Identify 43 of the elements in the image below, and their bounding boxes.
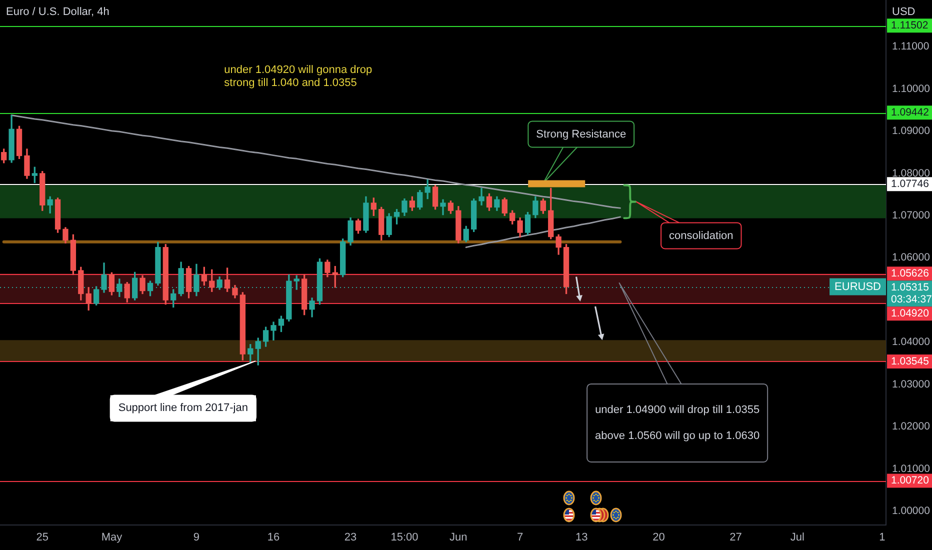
annotation: consolidation: [669, 230, 734, 242]
x-tick-label: 16: [267, 532, 280, 544]
annotation: Strong Resistance: [536, 128, 626, 140]
x-tick-label: Jul: [790, 532, 804, 544]
y-tick-label: 1.03000: [892, 378, 930, 390]
x-tick-label: 20: [652, 532, 665, 544]
annotation: Support line from 2017-jan: [118, 402, 248, 414]
annotation: under 1.04920 will gonna drop strong till 1.040 and 1.0355: [224, 64, 372, 89]
x-tick-label: 27: [730, 532, 742, 544]
ref-line-label: 1.03545: [891, 355, 930, 368]
ref-line-label: 1.05315: [891, 282, 930, 294]
candlestick: [478, 188, 484, 206]
annotation: above 1.0560 will go up to 1.0630: [595, 430, 760, 442]
x-tick-label: 25: [36, 532, 48, 544]
y-tick-label: 1.09000: [892, 125, 930, 138]
x-tick-label: 9: [193, 532, 200, 544]
y-axis-title: USD: [892, 6, 916, 18]
y-tick-label: 1.10000: [892, 82, 930, 95]
x-tick-label: 7: [516, 532, 524, 544]
x-tick-label: Jun: [450, 532, 468, 544]
y-tick-label: 1.08000: [892, 167, 930, 180]
y-tick-label: 1.11000: [892, 40, 930, 53]
y-tick-label: 1.01000: [892, 462, 930, 475]
ref-line-label: 1.05626: [891, 268, 930, 280]
ref-line-label: 1.11502: [891, 20, 928, 32]
ref-line-label: 1.04920: [891, 308, 930, 320]
ref-line-label: 1.00720: [891, 474, 930, 487]
y-tick-label: 1.07000: [892, 210, 930, 222]
ref-line-label: 1.07746: [891, 178, 930, 190]
x-tick-label: 13: [576, 532, 588, 544]
annotation: EURUSD: [834, 280, 882, 293]
x-tick-label: 1: [879, 532, 886, 544]
y-tick-label: 1.00000: [892, 504, 930, 517]
y-tick-label: 1.04000: [892, 336, 930, 348]
ref-line-label: 1.09442: [891, 106, 930, 118]
text: Euro / U.S. Dollar, 4h: [6, 6, 110, 18]
x-tick-label: 15:00: [390, 532, 418, 544]
y-tick-label: 1.06000: [892, 252, 930, 264]
annotation: under 1.04900 will drop till 1.0355: [595, 404, 760, 416]
y-tick-label: 1.02000: [892, 420, 930, 433]
x-tick-label: 23: [344, 532, 357, 544]
x-tick-label: May: [101, 532, 123, 544]
text: 03:34:37: [891, 294, 932, 306]
